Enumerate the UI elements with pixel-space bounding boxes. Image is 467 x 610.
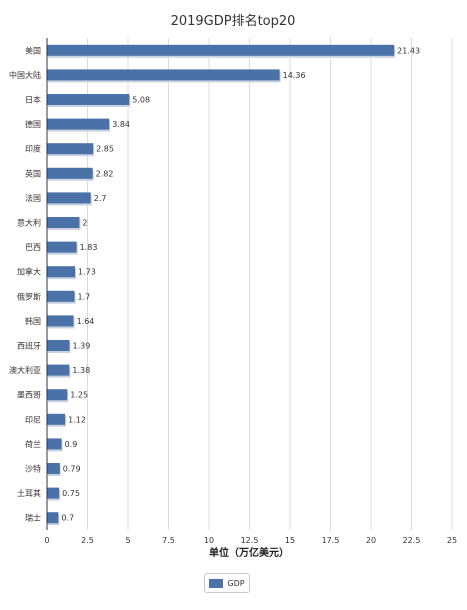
category-label: 澳大利亚 bbox=[9, 365, 41, 375]
x-tick-label: 0 bbox=[44, 536, 49, 545]
value-label: 1.39 bbox=[73, 342, 91, 351]
category-label: 意大利 bbox=[17, 218, 41, 228]
x-tick-label: 2.5 bbox=[81, 536, 94, 545]
category-label: 土耳其 bbox=[17, 488, 41, 498]
bar[interactable] bbox=[47, 143, 94, 155]
bar[interactable] bbox=[47, 266, 76, 278]
value-label: 5.08 bbox=[132, 96, 150, 105]
category-label: 美国 bbox=[25, 45, 41, 55]
value-labels: 21.43 14.36 5.08 3.84 2.85 2.82 2.7 2 1.83 1.73 1.… bbox=[61, 46, 420, 522]
legend[interactable]: GDP bbox=[204, 573, 250, 593]
value-label: 3.84 bbox=[112, 120, 130, 129]
category-label: 中国大陆 bbox=[9, 70, 41, 80]
category-label: 日本 bbox=[25, 95, 41, 105]
bar[interactable] bbox=[47, 512, 59, 524]
value-label: 1.38 bbox=[72, 366, 90, 375]
x-tick-label: 7.5 bbox=[162, 536, 175, 545]
category-label: 印度 bbox=[25, 144, 41, 154]
value-label: 1.7 bbox=[78, 292, 91, 301]
value-label: 0.9 bbox=[65, 440, 78, 449]
x-tick-label: 20 bbox=[366, 536, 376, 545]
category-label: 瑞士 bbox=[25, 513, 41, 523]
value-label: 1.73 bbox=[78, 268, 96, 277]
category-label: 德国 bbox=[25, 119, 41, 129]
x-tick-label: 17.5 bbox=[322, 536, 340, 545]
category-labels: 美国中国大陆日本德国印度英国法国意大利巴西加拿大俄罗斯韩国西班牙澳大利亚墨西哥印… bbox=[9, 45, 41, 522]
x-tick-label: 25 bbox=[447, 536, 457, 545]
chart-title: 2019GDP排名top20 bbox=[171, 13, 296, 29]
legend-label: GDP bbox=[227, 578, 245, 588]
bar[interactable] bbox=[47, 44, 395, 56]
category-label: 俄罗斯 bbox=[17, 291, 41, 301]
bar[interactable] bbox=[47, 389, 68, 401]
bar[interactable] bbox=[47, 438, 62, 450]
x-tick-label: 12.5 bbox=[241, 536, 259, 545]
bars bbox=[47, 44, 396, 526]
bar[interactable] bbox=[47, 192, 91, 204]
bar[interactable] bbox=[47, 69, 280, 81]
value-label: 21.43 bbox=[397, 46, 420, 55]
value-label: 1.12 bbox=[68, 415, 86, 424]
value-label: 2.85 bbox=[96, 145, 114, 154]
value-label: 0.79 bbox=[63, 465, 81, 474]
value-label: 1.25 bbox=[70, 391, 88, 400]
x-tick-label: 10 bbox=[204, 536, 214, 545]
value-label: 0.75 bbox=[62, 489, 80, 498]
value-label: 2.82 bbox=[96, 169, 114, 178]
bar[interactable] bbox=[47, 167, 93, 179]
bar[interactable] bbox=[47, 94, 130, 105]
category-label: 墨西哥 bbox=[17, 391, 41, 400]
bar[interactable] bbox=[47, 118, 110, 130]
bar[interactable] bbox=[47, 487, 60, 499]
category-label: 英国 bbox=[25, 168, 41, 178]
value-label: 2 bbox=[82, 219, 87, 228]
category-label: 荷兰 bbox=[25, 439, 41, 449]
category-label: 巴西 bbox=[25, 243, 41, 252]
x-tick-label: 22.5 bbox=[403, 536, 421, 545]
value-label: 1.83 bbox=[80, 243, 98, 252]
bar[interactable] bbox=[47, 413, 66, 425]
bar[interactable] bbox=[47, 340, 70, 351]
value-label: 1.64 bbox=[77, 317, 95, 326]
x-tick-label: 5 bbox=[125, 536, 130, 545]
bar[interactable] bbox=[47, 217, 80, 228]
category-label: 加拿大 bbox=[17, 267, 41, 277]
value-label: 2.7 bbox=[94, 194, 107, 203]
bar[interactable] bbox=[47, 315, 74, 327]
value-label: 14.36 bbox=[283, 71, 306, 80]
bar[interactable] bbox=[47, 241, 77, 253]
value-label: 0.7 bbox=[61, 514, 74, 523]
x-tick-labels: 0 2.5 5 7.5 10 12.5 15 17.5 20 22.5 25 bbox=[44, 536, 457, 545]
category-label: 西班牙 bbox=[17, 341, 41, 351]
bar[interactable] bbox=[47, 290, 75, 302]
category-label: 印尼 bbox=[25, 415, 41, 424]
grid bbox=[87, 38, 453, 530]
bar[interactable] bbox=[47, 364, 70, 376]
x-axis-label: 单位（万亿美元） bbox=[209, 546, 289, 559]
category-label: 韩国 bbox=[25, 316, 41, 326]
category-label: 沙特 bbox=[25, 464, 41, 474]
bar[interactable] bbox=[47, 463, 60, 474]
legend-swatch bbox=[209, 578, 224, 588]
category-label: 法国 bbox=[25, 193, 41, 203]
x-tick-label: 15 bbox=[285, 536, 295, 545]
